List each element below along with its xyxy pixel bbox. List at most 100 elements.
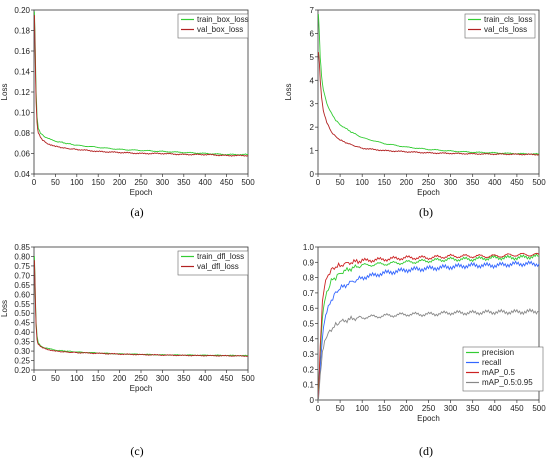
series-line-val-box-loss [33,15,249,157]
y-tick-label: 0.20 [14,6,30,15]
y-tick-label: 0.25 [14,357,30,366]
y-tick-label: 0.4 [303,335,315,344]
y-tick-label: 0.85 [14,243,30,252]
series-line-val-dfl-loss [33,260,249,357]
x-tick-label: 350 [177,374,191,383]
x-axis-label: Epoch [130,188,153,197]
y-tick-label: 0.18 [14,27,30,36]
x-tick-label: 450 [510,404,524,413]
x-tick-label: 0 [316,404,321,413]
legend-box [462,346,544,392]
y-tick-label: 0.45 [14,319,30,328]
x-tick-label: 300 [156,178,170,187]
series-line-val-cls-loss [317,52,540,156]
x-tick-label: 400 [199,374,213,383]
legend-box [177,250,249,276]
x-tick-label: 50 [51,178,60,187]
y-tick-label: 0.40 [14,328,30,337]
y-tick-label: 0.9 [303,258,315,267]
y-tick-label: 0.70 [14,271,30,280]
x-tick-label: 100 [70,374,84,383]
legend-label: precision [482,348,514,357]
x-tick-label: 200 [113,374,127,383]
y-tick-label: 5 [310,53,315,62]
panel-caption: (a) [130,205,143,219]
x-tick-label: 500 [532,404,546,413]
legend-label: mAP_0.5 [482,368,515,377]
y-tick-label: 0.30 [14,347,30,356]
x-tick-label: 100 [356,178,370,187]
x-tick-label: 150 [92,374,106,383]
x-tick-label: 150 [378,404,392,413]
y-tick-label: 0.75 [14,262,30,271]
x-tick-label: 150 [92,178,106,187]
legend-label: mAP_0.5:0.95 [482,378,533,387]
x-tick-label: 50 [51,374,60,383]
x-tick-label: 300 [444,404,458,413]
y-tick-label: 0.6 [303,304,315,313]
x-tick-label: 350 [466,178,480,187]
y-tick-label: 0.60 [14,290,30,299]
series-line-precision [317,252,540,391]
legend-label: val_box_loss [197,25,243,34]
y-tick-label: 7 [310,6,315,15]
x-tick-label: 50 [336,404,345,413]
legend-label: train_cls_loss [484,15,532,24]
x-tick-label: 0 [32,374,37,383]
y-tick-label: 0 [310,170,315,179]
y-tick-label: 0.1 [303,381,315,390]
x-tick-label: 250 [422,404,436,413]
y-tick-label: 0.7 [303,289,315,298]
legend-label: train_box_loss [197,15,249,24]
y-tick-label: 3 [310,100,315,109]
y-tick-label: 0.55 [14,300,30,309]
x-tick-label: 250 [134,178,148,187]
y-axis-label: Loss [0,300,9,317]
x-tick-label: 100 [356,404,370,413]
x-tick-label: 100 [70,178,84,187]
series-line-recall [317,260,540,397]
x-tick-label: 300 [444,178,458,187]
x-tick-label: 500 [241,374,255,383]
x-axis-label: Epoch [417,188,440,197]
y-axis-label: Loss [0,84,9,101]
x-tick-label: 450 [220,178,234,187]
x-tick-label: 0 [316,178,321,187]
legend-label: recall [482,358,501,367]
x-tick-label: 200 [400,178,414,187]
y-tick-label: 0.65 [14,281,30,290]
x-axis-label: Epoch [130,384,153,393]
y-tick-label: 4 [310,76,315,85]
panel-c: 0 50 100 150 200 250 300 350 400 450 5000.200.250.… [0,243,255,458]
y-tick-label: 2 [310,123,315,132]
x-tick-label: 0 [32,178,37,187]
y-tick-label: 0.14 [14,68,30,77]
y-tick-label: 0.20 [14,366,30,375]
panel-caption: (c) [130,444,143,458]
y-tick-label: 0.16 [14,47,30,56]
legend-label: val_dfl_loss [197,262,239,271]
legend-box [464,13,536,39]
y-tick-label: 1 [310,147,315,156]
x-tick-label: 250 [134,374,148,383]
y-tick-label: 0.04 [14,170,30,179]
y-tick-label: 0.80 [14,252,30,261]
x-axis-label: Epoch [417,414,440,423]
x-tick-label: 250 [422,178,436,187]
x-tick-label: 400 [199,178,213,187]
x-tick-label: 400 [488,404,502,413]
y-tick-label: 0.2 [303,365,315,374]
y-tick-label: 1.0 [303,243,315,252]
x-tick-label: 200 [113,178,127,187]
series-line-mAP-0-5 [317,252,540,398]
y-tick-label: 0.8 [303,274,315,283]
x-tick-label: 450 [510,178,524,187]
y-tick-label: 6 [310,29,315,38]
y-tick-label: 0.08 [14,129,30,138]
y-tick-label: 0.50 [14,309,30,318]
x-tick-label: 150 [378,178,392,187]
x-tick-label: 300 [156,374,170,383]
series-line-mAP-0-5-0-95 [317,307,540,401]
panel-b: 0 50 100 150 200 250 300 350 400 450 500 0 1 2 3 4 5 6 7 Ep… [284,6,546,219]
